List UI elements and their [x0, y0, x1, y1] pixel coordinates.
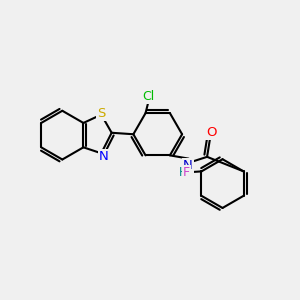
- Text: S: S: [97, 106, 105, 120]
- Text: N: N: [183, 159, 193, 172]
- Text: F: F: [183, 167, 190, 179]
- Text: H: H: [179, 166, 188, 179]
- Text: Cl: Cl: [142, 90, 154, 103]
- Text: O: O: [206, 126, 217, 139]
- Text: N: N: [99, 150, 109, 163]
